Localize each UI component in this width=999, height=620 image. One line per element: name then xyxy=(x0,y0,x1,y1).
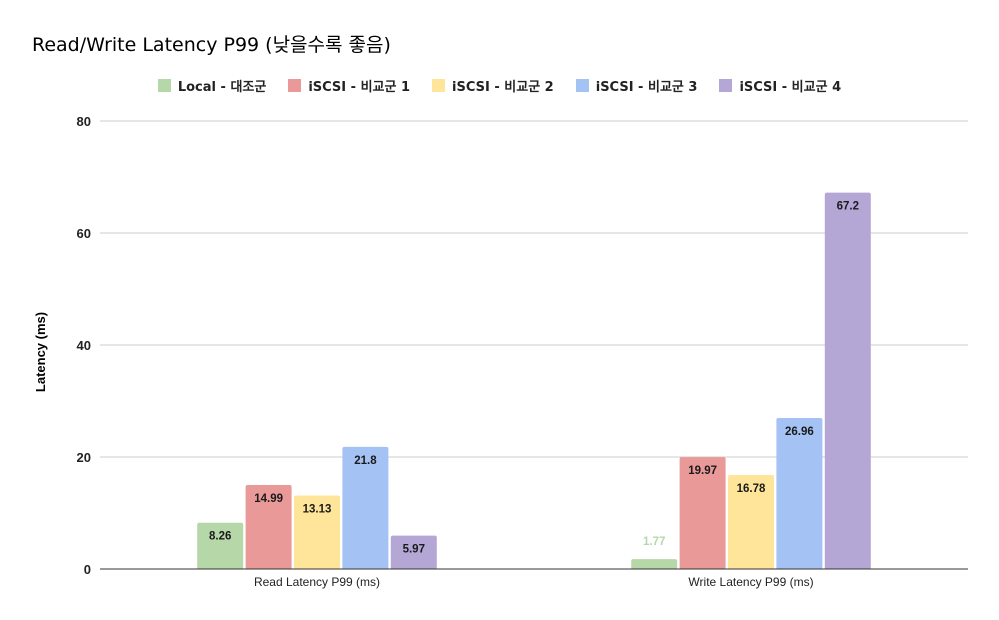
legend-swatch xyxy=(157,78,171,92)
bar[interactable] xyxy=(197,522,244,569)
bar-data-label: 14.99 xyxy=(254,493,283,505)
chart-title: Read/Write Latency P99 (낮을수록 좋음) xyxy=(32,34,391,56)
bar[interactable] xyxy=(728,475,774,569)
legend-label: iSCSI - 비교군 3 xyxy=(595,79,698,95)
legend-item[interactable]: iSCSI - 비교군 1 xyxy=(288,76,410,95)
legend-label: iSCSI - 비교군 4 xyxy=(739,79,842,95)
y-tick-label: 60 xyxy=(77,226,91,241)
bar-data-label: 21.8 xyxy=(354,455,377,467)
legend-swatch xyxy=(719,78,733,92)
legend-swatch xyxy=(432,78,446,92)
bar[interactable] xyxy=(824,192,871,569)
y-axis-title: Latency (ms) xyxy=(33,312,48,392)
x-category-label: Write Latency P99 (ms) xyxy=(688,575,813,589)
x-category-label: Read Latency P99 (ms) xyxy=(254,575,380,589)
gridlines xyxy=(100,120,968,458)
legend-swatch xyxy=(288,78,302,92)
bar[interactable] xyxy=(631,559,678,569)
bar-data-label: 26.96 xyxy=(785,426,814,438)
bar[interactable] xyxy=(776,418,823,569)
legend-item[interactable]: iSCSI - 비교군 3 xyxy=(575,76,698,95)
bar[interactable] xyxy=(390,535,437,569)
legend-item[interactable]: iSCSI - 비교군 2 xyxy=(432,76,554,95)
bar-data-label: 1.77 xyxy=(643,536,665,548)
bar[interactable] xyxy=(342,446,389,569)
bar-data-label: 5.97 xyxy=(403,544,425,556)
axes: 0 20 40 60 80 Read Latency P99 (ms) Write Late… xyxy=(77,114,968,589)
y-tick-label: 20 xyxy=(77,450,91,465)
legend-label: iSCSI - 비교군 1 xyxy=(308,79,411,95)
bar[interactable] xyxy=(245,485,292,569)
bar-data-label: 16.78 xyxy=(737,483,766,495)
bar-data-label: 19.97 xyxy=(688,465,717,477)
legend-label: iSCSI - 비교군 2 xyxy=(452,79,554,95)
bar-data-label: 8.26 xyxy=(209,531,231,543)
legend-label: Local - 대조군 xyxy=(177,79,267,95)
legend-item[interactable]: iSCSI - 비교군 4 xyxy=(719,76,841,95)
bar[interactable] xyxy=(679,457,726,569)
bar-data-label: 67.2 xyxy=(837,201,859,213)
y-tick-label: 0 xyxy=(84,562,91,577)
legend-swatch xyxy=(575,78,589,92)
chart-legend: Local - 대조군 iSCSI - 비교군 1 iSCSI - 비교군 2 … xyxy=(0,75,999,95)
bar-data-label: 13.13 xyxy=(303,503,332,515)
bar[interactable] xyxy=(294,495,340,569)
y-tick-label: 40 xyxy=(77,338,91,353)
data-labels: 8.26 14.99 13.13 21.8 5.97 1.77 19.97 16.78 26.9… xyxy=(209,201,859,556)
y-tick-label: 80 xyxy=(77,114,91,129)
bars xyxy=(197,192,871,569)
legend-item[interactable]: Local - 대조군 xyxy=(157,76,267,95)
